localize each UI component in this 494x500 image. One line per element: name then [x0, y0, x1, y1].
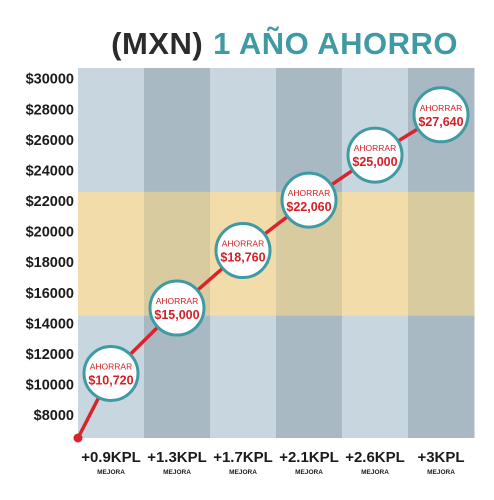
- data-point-bubble: AHORRAR $22,060: [280, 171, 338, 229]
- data-point-marker: [214, 222, 272, 280]
- data-point-marker: [412, 86, 470, 144]
- x-tick-sublabel: MEJORA: [229, 469, 257, 476]
- data-point-caption: AHORRAR: [90, 361, 133, 371]
- y-tick-label: $14000: [26, 316, 74, 332]
- data-point-marker: [148, 279, 206, 337]
- highlight-band-1: [78, 191, 145, 316]
- data-point-bubble: AHORRAR $27,640: [412, 86, 470, 144]
- data-point-marker: [280, 171, 338, 229]
- y-tick-label: $24000: [26, 163, 74, 179]
- y-tick-label: $8000: [34, 408, 74, 424]
- y-tick-label: $22000: [26, 194, 74, 210]
- data-point-value-label: $15,000: [154, 308, 199, 322]
- chart-title-main: 1 AÑO AHORRO: [213, 26, 458, 61]
- data-point-marker: [346, 126, 404, 184]
- x-tick-label: +2.6KPL: [345, 449, 405, 466]
- data-point-value-label: $27,640: [418, 115, 463, 129]
- y-tick-label: $10000: [26, 377, 74, 393]
- data-point-caption: AHORRAR: [354, 143, 397, 153]
- data-point-bubble: AHORRAR $25,000: [346, 126, 404, 184]
- data-point-bubble: AHORRAR $10,720: [82, 344, 140, 402]
- x-tick-label: +0.9KPL: [81, 449, 141, 466]
- x-tick-sublabel: MEJORA: [427, 469, 455, 476]
- y-axis: $8000 $10000 $12000 $14000 $16000 $18000 $2000…: [26, 72, 74, 424]
- data-point-caption: AHORRAR: [156, 296, 199, 306]
- chart-title: (MXN) 1 AÑO AHORRO: [0, 24, 494, 64]
- x-tick-label: +2.1KPL: [279, 449, 339, 466]
- x-tick-label: +1.3KPL: [147, 449, 207, 466]
- y-tick-label: $30000: [26, 72, 74, 88]
- data-point-value-label: $25,000: [352, 155, 397, 169]
- x-axis: +0.9KPL MEJORA +1.3KPL MEJORA +1.7KPL MEJORA +…: [81, 449, 464, 476]
- data-point-marker: [82, 344, 140, 402]
- data-point-bubble: AHORRAR $15,000: [148, 279, 206, 337]
- y-tick-label: $18000: [26, 255, 74, 271]
- data-point-value-label: $18,760: [220, 251, 265, 265]
- background-bands: [78, 68, 475, 438]
- data-point-value-label: $10,720: [88, 373, 133, 387]
- highlight-band-5: [342, 191, 409, 316]
- data-point-bubble: AHORRAR $18,760: [214, 222, 272, 280]
- x-tick-sublabel: MEJORA: [97, 469, 125, 476]
- chart-title-unit: (MXN): [111, 26, 204, 61]
- highlight-band-6: [408, 191, 475, 316]
- data-point-bubbles: AHORRAR $10,720 AHORRAR $15,000 AHORRAR $18,7…: [82, 86, 470, 402]
- y-tick-label: $26000: [26, 133, 74, 149]
- y-tick-label: $28000: [26, 102, 74, 118]
- y-tick-label: $12000: [26, 347, 74, 363]
- data-point-caption: AHORRAR: [222, 239, 265, 249]
- data-point-value-label: $22,060: [286, 200, 331, 214]
- x-tick-sublabel: MEJORA: [361, 469, 389, 476]
- x-tick-label: +1.7KPL: [213, 449, 273, 466]
- x-tick-label: +3KPL: [417, 449, 464, 466]
- data-point-caption: AHORRAR: [288, 188, 331, 198]
- series-start-point: [73, 433, 83, 443]
- y-tick-label: $20000: [26, 225, 74, 241]
- x-tick-sublabel: MEJORA: [163, 469, 191, 476]
- x-tick-sublabel: MEJORA: [295, 469, 323, 476]
- y-tick-label: $16000: [26, 286, 74, 302]
- data-point-caption: AHORRAR: [420, 103, 463, 113]
